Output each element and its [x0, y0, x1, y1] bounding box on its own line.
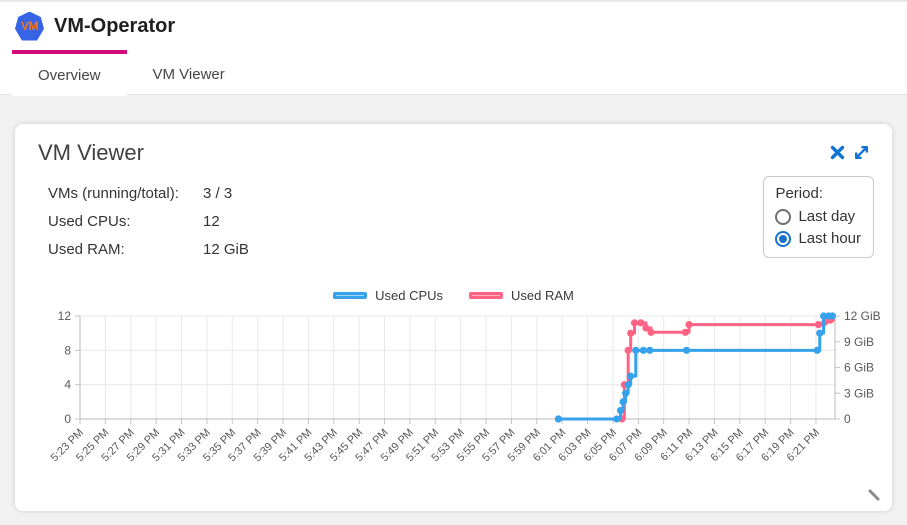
tab-overview-label: Overview: [38, 66, 101, 84]
svg-text:0: 0: [844, 412, 851, 426]
expand-icon[interactable]: [853, 144, 870, 161]
legend-item-used-cpus[interactable]: Used CPUs: [333, 288, 443, 303]
tab-overview[interactable]: Overview: [12, 50, 127, 96]
vm-viewer-card: VM Viewer VMs (running/total): 3 / 3 Use…: [15, 124, 892, 511]
radio-icon: [775, 208, 792, 225]
svg-text:12: 12: [58, 309, 72, 323]
card-controls: [829, 144, 870, 161]
close-icon[interactable]: [829, 144, 846, 161]
stat-label: VMs (running/total):: [48, 185, 179, 202]
radio-last-hour[interactable]: Last hour: [775, 230, 861, 247]
stat-value: 3 / 3: [203, 185, 233, 202]
stat-value: 12: [203, 213, 220, 230]
period-selector: Period: Last day Last hour: [763, 176, 874, 258]
app-title: VM-Operator: [54, 14, 176, 37]
usage-chart: 5:23 PM 5:25 PM 5:27 PM 5:29 PM 5:31 PM 5:33 …: [29, 307, 892, 479]
stat-row-ram: Used RAM: 12 GiB: [48, 236, 892, 264]
period-label: Period:: [775, 185, 823, 202]
resize-handle-icon[interactable]: [866, 487, 882, 503]
svg-text:9 GiB: 9 GiB: [844, 335, 874, 349]
tab-bar: Overview VM Viewer: [0, 50, 907, 96]
vm-stats: VMs (running/total): 3 / 3 Used CPUs: 12…: [48, 180, 892, 264]
logo-text: VM: [21, 19, 39, 33]
app-header: VM VM-Operator: [0, 0, 907, 50]
radio-icon: [775, 230, 792, 247]
svg-text:4: 4: [64, 378, 71, 392]
used-ram-swatch-icon: [469, 292, 504, 299]
svg-text:12 GiB: 12 GiB: [844, 309, 881, 323]
stat-value: 12 GiB: [203, 241, 249, 258]
radio-last-hour-label: Last hour: [798, 230, 861, 247]
svg-text:8: 8: [64, 343, 71, 357]
svg-text:3 GiB: 3 GiB: [844, 386, 874, 400]
used-cpus-swatch-icon: [333, 292, 368, 299]
tab-vm-viewer[interactable]: VM Viewer: [127, 50, 251, 94]
card-header: VM Viewer: [15, 138, 892, 166]
tab-vm-viewer-label: VM Viewer: [152, 65, 225, 83]
svg-text:0: 0: [64, 412, 71, 426]
legend-label: Used CPUs: [375, 288, 444, 303]
chart-legend: Used CPUs Used RAM: [15, 288, 892, 303]
stat-row-vms: VMs (running/total): 3 / 3: [48, 180, 892, 208]
content-area: VM Viewer VMs (running/total): 3 / 3 Use…: [0, 95, 907, 511]
usage-chart-plot: 5:23 PM5:25 PM5:27 PM5:29 PM5:31 PM5:33 …: [49, 309, 881, 464]
stat-row-cpus: Used CPUs: 12: [48, 208, 892, 236]
radio-last-day[interactable]: Last day: [775, 208, 861, 225]
radio-last-day-label: Last day: [798, 208, 856, 225]
card-title: VM Viewer: [38, 140, 144, 165]
stat-label: Used CPUs:: [48, 213, 131, 230]
svg-text:6 GiB: 6 GiB: [844, 361, 874, 375]
vm-operator-logo-icon: VM: [15, 11, 44, 41]
legend-item-used-ram[interactable]: Used RAM: [469, 288, 574, 303]
stat-label: Used RAM:: [48, 241, 125, 258]
legend-label: Used RAM: [511, 288, 574, 303]
